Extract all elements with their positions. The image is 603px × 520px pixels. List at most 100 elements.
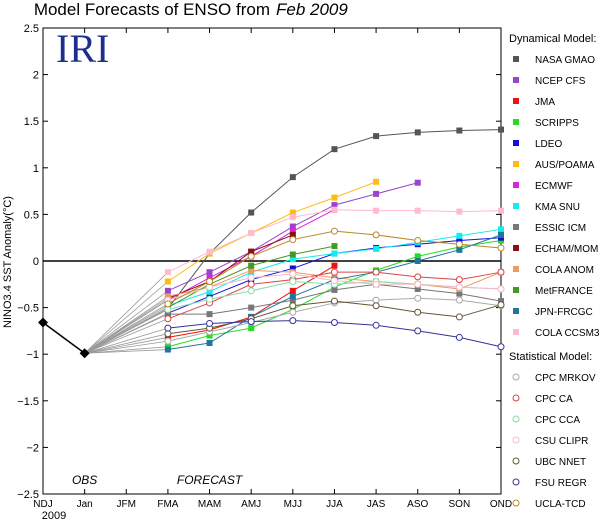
- series-point: [331, 206, 338, 213]
- series-point: [164, 324, 172, 332]
- legend-entry: AUS/POAMA: [535, 160, 595, 171]
- series-point: [289, 251, 296, 258]
- x-tick-label: JAS: [367, 499, 386, 510]
- series-point: [206, 274, 213, 281]
- y-tick-label: −0.5: [17, 303, 39, 315]
- series-point: [206, 288, 213, 295]
- forecast-connector: [84, 327, 169, 354]
- series-point: [456, 127, 463, 134]
- legend-marker: [513, 56, 519, 62]
- series-point: [372, 231, 380, 239]
- series-point: [289, 278, 297, 286]
- y-tick-label: 1.5: [24, 116, 39, 128]
- forecast-connector: [84, 309, 169, 354]
- legend-marker: [512, 478, 520, 486]
- forecast-connector: [84, 337, 168, 354]
- y-tick-label: 0: [33, 256, 39, 268]
- series-point: [414, 308, 422, 316]
- series-point: [206, 278, 214, 286]
- series-point: [498, 207, 504, 214]
- series-point: [372, 302, 380, 310]
- series-point: [455, 296, 463, 304]
- series-point: [373, 178, 380, 185]
- legend-entry: MetFRANCE: [535, 286, 593, 297]
- legend-header: Statistical Model:: [509, 351, 592, 363]
- y-tick-label: 0.5: [24, 209, 39, 221]
- series-point: [372, 280, 380, 288]
- forecast-connector: [84, 346, 168, 354]
- iri-logo: IRI: [56, 26, 109, 71]
- forecast-connector: [84, 296, 169, 354]
- series-point: [289, 297, 296, 304]
- y-tick-label: 1: [33, 163, 39, 175]
- legend-entry: COLA ANOM: [535, 265, 594, 276]
- series-point: [248, 325, 255, 332]
- series-point: [248, 230, 255, 237]
- series-point: [164, 334, 171, 341]
- observed-line: [42, 321, 86, 354]
- legend-entry: NCEP CFS: [535, 76, 586, 87]
- x-tick-label: FMA: [157, 499, 178, 510]
- series-point: [497, 285, 505, 293]
- series-point: [248, 248, 255, 255]
- series-point: [498, 126, 504, 133]
- series-point: [456, 208, 463, 215]
- forecast-connector: [84, 318, 169, 354]
- chart-title-date: Feb 2009: [276, 0, 348, 19]
- legend-marker: [513, 224, 519, 230]
- series-point: [497, 268, 505, 276]
- series-point: [164, 311, 171, 318]
- series-line: [167, 181, 377, 282]
- series-point: [456, 290, 463, 297]
- chart-title-text: Model Forecasts of ENSO from: [34, 0, 270, 19]
- series-point: [498, 298, 504, 305]
- series-point: [164, 337, 172, 345]
- series-point: [414, 236, 422, 244]
- series-point: [414, 253, 421, 260]
- legend-marker: [512, 373, 520, 381]
- legend-entry: UBC NNET: [535, 457, 586, 468]
- series-point: [331, 194, 338, 201]
- series-point: [455, 283, 463, 291]
- series-point: [164, 293, 171, 300]
- x-tick-label: JJA: [326, 499, 343, 510]
- series-point: [498, 231, 504, 238]
- series-point: [164, 346, 171, 353]
- series-point: [289, 317, 297, 325]
- legend-marker: [513, 287, 519, 293]
- series-point: [164, 269, 171, 276]
- legend-entry: UCLA-TCD: [535, 499, 586, 510]
- series-point: [373, 245, 380, 252]
- x-tick-label: ASO: [407, 499, 428, 510]
- x-tick-label: JFM: [117, 499, 136, 510]
- series-point: [414, 179, 421, 186]
- series-point: [206, 332, 213, 339]
- series-point: [289, 231, 296, 238]
- series-point: [414, 129, 421, 136]
- series-point: [289, 302, 297, 310]
- obs-annotation: OBS: [72, 473, 97, 487]
- series-point: [414, 280, 422, 288]
- legend-entry: JPN-FRCGC: [535, 307, 593, 318]
- legend-marker: [512, 457, 520, 465]
- legend-entry: SCRIPPS: [535, 118, 579, 129]
- observed-point: [79, 348, 90, 359]
- x-tick-label: MAM: [198, 499, 221, 510]
- series-point: [414, 207, 421, 214]
- series-point: [372, 321, 380, 329]
- series-point: [414, 285, 421, 292]
- series-point: [248, 304, 255, 311]
- legend-entry: CPC CA: [535, 394, 573, 405]
- legend-entry: KMA SNU: [535, 202, 580, 213]
- series-point: [289, 236, 297, 244]
- series-point: [331, 243, 338, 250]
- legend-marker: [513, 329, 519, 335]
- x-tick-label: MJJ: [284, 499, 302, 510]
- series-point: [372, 268, 380, 276]
- series-point: [248, 209, 255, 216]
- series-point: [206, 311, 213, 318]
- y-tick-label: −1: [26, 349, 39, 361]
- series-point: [289, 209, 296, 216]
- series-point: [331, 202, 338, 209]
- forecast-annotation: FORECAST: [177, 473, 244, 487]
